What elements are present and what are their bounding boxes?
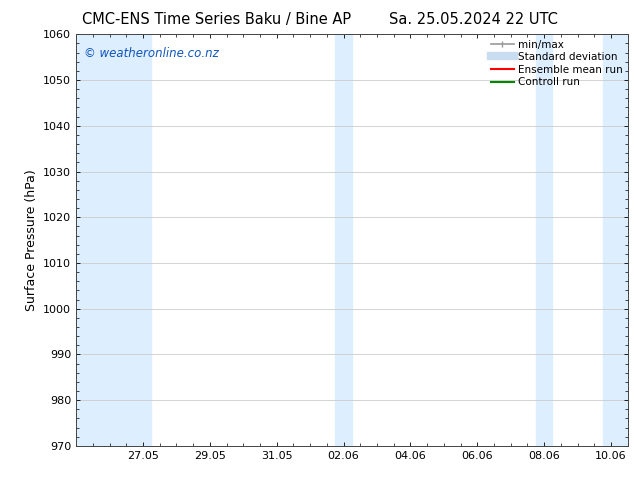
Bar bbox=[335, 34, 352, 446]
Text: Sa. 25.05.2024 22 UTC: Sa. 25.05.2024 22 UTC bbox=[389, 12, 558, 27]
Legend: min/max, Standard deviation, Ensemble mean run, Controll run: min/max, Standard deviation, Ensemble me… bbox=[489, 37, 624, 89]
Text: CMC-ENS Time Series Baku / Bine AP: CMC-ENS Time Series Baku / Bine AP bbox=[82, 12, 351, 27]
Y-axis label: Surface Pressure (hPa): Surface Pressure (hPa) bbox=[25, 169, 37, 311]
Bar bbox=[536, 34, 552, 446]
Bar bbox=[602, 34, 628, 446]
Text: © weatheronline.co.nz: © weatheronline.co.nz bbox=[84, 47, 219, 60]
Bar bbox=[76, 34, 152, 446]
